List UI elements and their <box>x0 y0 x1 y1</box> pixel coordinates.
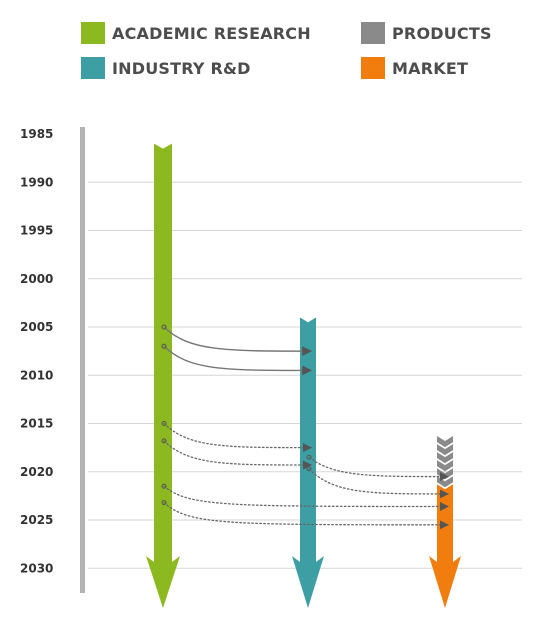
transfer-link-industry-to-products <box>308 456 449 482</box>
transfer-origin-dot <box>161 324 167 330</box>
year-label-2020: 2020 <box>20 465 53 479</box>
legend-label-academic: ACADEMIC RESEARCH <box>112 23 311 43</box>
academic-stream-arrow <box>146 143 180 608</box>
year-label-2025: 2025 <box>20 513 53 527</box>
transfer-origin-dot <box>306 466 312 472</box>
legend-item-industry-rd: INDUSTRY R&D <box>81 57 251 79</box>
legend-item-market: MARKET <box>361 57 468 79</box>
legend-swatch-market <box>361 57 385 79</box>
products-chevron-segment <box>437 444 453 456</box>
transfer-origin-dot <box>161 421 167 426</box>
year-label-2005: 2005 <box>20 320 53 334</box>
transfer-origin-dot <box>161 343 167 349</box>
year-label-2010: 2010 <box>20 368 53 382</box>
legend-label-products: PRODUCTS <box>392 23 492 43</box>
year-label-2030: 2030 <box>20 561 53 575</box>
transfer-origin-dot <box>161 483 167 489</box>
legend-swatch-industry <box>81 57 105 79</box>
timeline-axis-bar <box>80 127 85 593</box>
transfer-link-academic-to-market <box>163 501 449 530</box>
transfer-link-academic-to-industry <box>163 326 312 357</box>
transfer-links <box>161 324 449 530</box>
transfer-link-academic-to-industry <box>163 345 312 376</box>
transfer-origin-dot <box>306 454 312 460</box>
transfer-link-academic-to-industry <box>163 440 312 470</box>
legend-item-products: PRODUCTS <box>361 22 492 44</box>
transfer-link-academic-to-industry <box>163 422 312 453</box>
legend-item-academic-research: ACADEMIC RESEARCH <box>81 22 311 44</box>
transfer-link-academic-to-market <box>163 485 449 512</box>
transfer-origin-dot <box>161 500 167 506</box>
legend-swatch-academic <box>81 22 105 44</box>
year-label-2000: 2000 <box>20 272 53 286</box>
legend-label-market: MARKET <box>392 58 469 78</box>
transfer-origin-dot <box>161 438 167 444</box>
products-chevron-segment <box>437 452 453 464</box>
year-label-1990: 1990 <box>20 175 53 189</box>
products-chevron-segment <box>437 436 453 448</box>
year-label-2015: 2015 <box>20 417 53 431</box>
transfer-link-industry-to-market <box>308 468 449 499</box>
industry-stream-arrow <box>292 317 324 608</box>
products-chevron-segment <box>437 460 453 472</box>
legend: ACADEMIC RESEARCH PRODUCTS INDUSTRY R&D … <box>0 0 546 90</box>
market-stream-arrow <box>429 484 461 608</box>
legend-label-industry: INDUSTRY R&D <box>112 58 251 78</box>
legend-swatch-products <box>361 22 385 44</box>
year-label-1995: 1995 <box>20 224 53 238</box>
year-tick-labels: 1985 1990 1995 2000 2005 2010 2015 2020 2025 2030 <box>20 127 53 575</box>
year-label-1985: 1985 <box>20 127 53 141</box>
streams <box>146 143 461 608</box>
